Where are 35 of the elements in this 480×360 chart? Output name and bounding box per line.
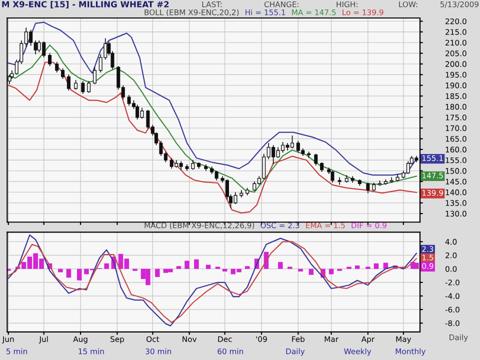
- candlestick: [55, 61, 59, 73]
- bar: [184, 260, 190, 269]
- candlestick: [48, 52, 52, 67]
- bar: [206, 264, 211, 269]
- candlestick: [61, 68, 65, 80]
- candlestick: [290, 135, 294, 149]
- candlestick: [74, 80, 78, 90]
- candlestick: [330, 170, 334, 183]
- bar: [354, 265, 360, 269]
- candlestick: [66, 74, 70, 92]
- candlestick: [87, 80, 91, 94]
- line-series: [8, 62, 418, 214]
- chart-title: M X9-ENC [15] - MILLING WHEAT #2: [2, 0, 169, 8]
- bar: [244, 266, 250, 269]
- bar: [194, 259, 199, 269]
- candlestick: [320, 162, 324, 172]
- bar: [328, 268, 334, 274]
- bar: [374, 263, 379, 269]
- bar: [155, 268, 160, 277]
- candlestick: [191, 160, 195, 170]
- bar: [176, 266, 182, 269]
- candlestick: [81, 80, 85, 94]
- bar: [66, 268, 72, 278]
- bar: [383, 262, 388, 269]
- line-series: [8, 22, 418, 176]
- bar: [308, 268, 314, 275]
- candlestick: [314, 153, 318, 166]
- line-series: [8, 44, 418, 193]
- bar: [104, 263, 109, 269]
- bar: [298, 268, 303, 272]
- bar: [58, 268, 63, 272]
- candlestick: [92, 66, 96, 85]
- bar: [76, 268, 82, 280]
- candlestick: [366, 182, 370, 194]
- bar: [278, 262, 283, 269]
